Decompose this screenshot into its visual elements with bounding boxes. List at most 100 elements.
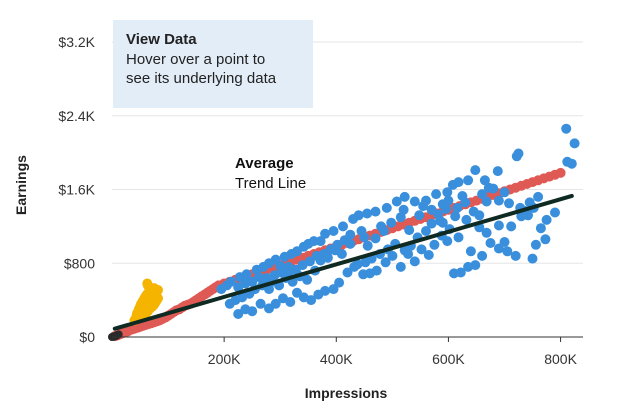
blue-data-point — [541, 214, 552, 225]
blue-data-point — [426, 218, 437, 229]
blue-data-point — [474, 210, 485, 221]
blue-data-point — [224, 298, 235, 309]
blue-data-point — [441, 203, 452, 214]
blue-data-point — [360, 257, 371, 268]
blue-data-point — [240, 304, 251, 315]
blue-data-point — [433, 209, 444, 220]
blue-data-point — [569, 138, 580, 149]
x-tick-label: 400K — [320, 351, 353, 367]
blue-data-point — [261, 273, 272, 283]
blue-data-point — [463, 261, 474, 272]
blue-data-point — [499, 187, 510, 198]
y-tick-label: $800 — [64, 255, 95, 271]
blue-data-point — [511, 151, 522, 162]
blue-data-point — [233, 282, 244, 293]
blue-data-point — [443, 195, 454, 206]
blue-data-point — [404, 225, 415, 236]
blue-data-point — [348, 214, 359, 224]
blue-data-point — [278, 293, 288, 304]
blue-data-point — [431, 189, 442, 200]
blue-data-point — [370, 206, 381, 217]
blue-data-point — [493, 243, 504, 254]
blue-data-point — [328, 226, 339, 236]
x-tick-label: 600K — [432, 351, 465, 367]
blue-data-point — [493, 195, 504, 206]
blue-data-point — [386, 217, 397, 228]
blue-data-point — [255, 298, 266, 309]
blue-data-point — [504, 198, 514, 209]
blue-data-point — [527, 253, 538, 264]
blue-data-point — [320, 228, 331, 239]
blue-data-point — [533, 191, 544, 202]
blue-data-point — [269, 270, 280, 281]
blue-data-point — [409, 256, 420, 267]
x-tick-label: 200K — [208, 351, 241, 367]
blue-data-point — [380, 257, 391, 268]
callout-title: View Data — [126, 31, 197, 48]
blue-data-point — [477, 250, 488, 261]
blue-data-point — [479, 175, 490, 186]
x-axis-title: Impressions — [305, 385, 388, 401]
data-points — [108, 123, 580, 342]
blue-data-point — [450, 211, 461, 222]
blue-data-point — [416, 244, 427, 255]
blue-data-point — [395, 261, 406, 272]
blue-data-point — [550, 207, 560, 218]
blue-data-point — [339, 235, 350, 246]
blue-data-point — [493, 220, 504, 231]
trend-label-title: Average — [235, 155, 294, 172]
blue-data-point — [452, 202, 463, 213]
blue-data-point — [313, 289, 324, 300]
blue-data-point — [292, 287, 302, 298]
blue-data-point — [283, 261, 294, 272]
orange-data-point — [142, 278, 153, 289]
blue-data-point — [279, 251, 290, 262]
blue-data-point — [530, 239, 541, 250]
blue-data-point — [418, 201, 429, 212]
x-tick-label: 800K — [544, 351, 577, 367]
trend-line — [112, 193, 574, 331]
blue-data-point — [524, 197, 535, 208]
trend-line-group — [112, 193, 574, 331]
blue-data-point — [216, 284, 227, 295]
blue-data-point — [429, 239, 440, 250]
blue-data-point — [481, 227, 492, 238]
blue-data-point — [391, 196, 402, 207]
blue-data-point — [264, 303, 274, 314]
blue-data-point — [465, 246, 476, 257]
blue-data-point — [481, 196, 492, 207]
blue-data-point — [334, 277, 345, 288]
y-tick-label: $3.2K — [58, 34, 95, 50]
blue-data-point — [423, 250, 434, 260]
dark-data-point — [111, 332, 120, 341]
y-tick-label: $0 — [79, 329, 95, 345]
blue-data-point — [561, 123, 572, 134]
blue-data-point — [506, 221, 517, 232]
blue-data-point — [328, 284, 339, 295]
blue-data-point — [562, 156, 573, 167]
blue-data-point — [510, 250, 521, 261]
blue-data-point — [477, 189, 488, 200]
blue-data-point — [414, 210, 425, 221]
blue-data-point — [442, 187, 453, 198]
blue-data-point — [399, 191, 410, 202]
view-data-callout: View Data Hover over a point to see its … — [113, 20, 313, 108]
blue-data-point — [376, 221, 387, 232]
blue-data-point — [409, 196, 420, 207]
blue-data-point — [362, 208, 373, 219]
blue-data-point — [535, 223, 546, 234]
blue-data-point — [453, 232, 464, 243]
y-tick-label: $1.6K — [58, 182, 95, 198]
callout-line-1: Hover over a point to — [126, 51, 266, 68]
blue-data-point — [398, 204, 409, 215]
y-tick-label: $2.4K — [58, 108, 95, 124]
blue-data-point — [399, 245, 410, 256]
blue-data-point — [470, 165, 481, 176]
blue-data-point — [352, 259, 363, 270]
callout-line-2: see its underlying data — [126, 70, 277, 87]
blue-data-point — [460, 197, 471, 208]
red-data-point — [555, 167, 566, 178]
blue-data-point — [499, 237, 510, 247]
blue-data-point — [485, 238, 496, 248]
